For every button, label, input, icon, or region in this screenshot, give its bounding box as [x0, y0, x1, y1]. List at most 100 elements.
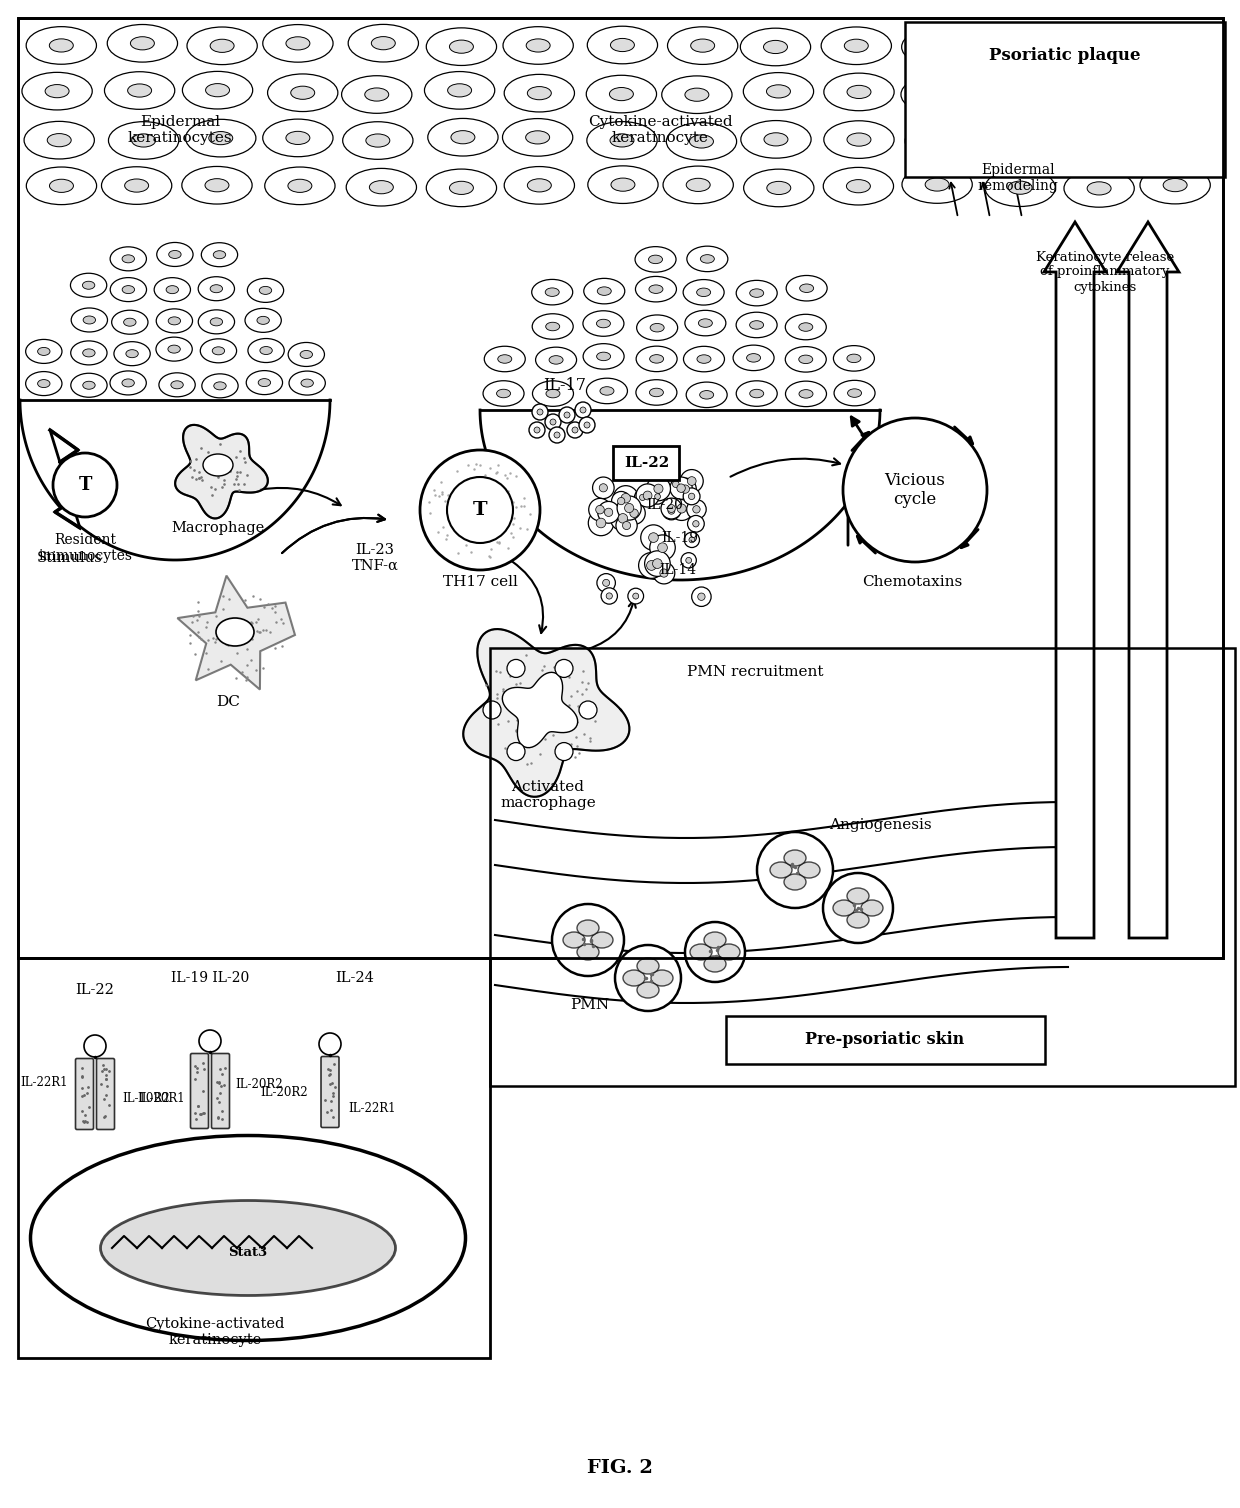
Ellipse shape	[428, 119, 498, 155]
Ellipse shape	[248, 338, 284, 362]
Ellipse shape	[82, 282, 94, 290]
Ellipse shape	[124, 318, 136, 326]
Ellipse shape	[588, 26, 657, 63]
Circle shape	[604, 508, 613, 516]
Circle shape	[627, 588, 644, 603]
Ellipse shape	[701, 255, 714, 262]
Text: Resident
immunocytes: Resident immunocytes	[38, 532, 131, 562]
Text: IL-20: IL-20	[646, 498, 683, 513]
Ellipse shape	[300, 350, 312, 359]
Circle shape	[589, 498, 611, 520]
Ellipse shape	[497, 354, 512, 363]
Ellipse shape	[1064, 24, 1135, 62]
Text: IL-23
TNF-α: IL-23 TNF-α	[352, 543, 398, 573]
Ellipse shape	[532, 314, 573, 339]
Ellipse shape	[198, 309, 234, 333]
Ellipse shape	[649, 255, 662, 264]
Ellipse shape	[424, 71, 495, 109]
Ellipse shape	[704, 956, 725, 973]
Circle shape	[484, 701, 501, 719]
Ellipse shape	[925, 178, 949, 192]
Ellipse shape	[784, 875, 806, 890]
Ellipse shape	[100, 1200, 396, 1295]
Ellipse shape	[496, 389, 511, 398]
Circle shape	[599, 484, 608, 492]
Circle shape	[661, 498, 682, 519]
Circle shape	[618, 498, 625, 505]
Ellipse shape	[211, 318, 223, 326]
Circle shape	[635, 489, 651, 505]
Circle shape	[698, 593, 706, 600]
Circle shape	[657, 543, 667, 552]
Ellipse shape	[26, 27, 97, 65]
Ellipse shape	[1168, 133, 1193, 146]
Circle shape	[564, 412, 570, 418]
Ellipse shape	[288, 342, 325, 366]
Ellipse shape	[697, 288, 711, 297]
Circle shape	[640, 495, 646, 501]
Ellipse shape	[182, 71, 253, 109]
Circle shape	[645, 550, 670, 576]
Ellipse shape	[123, 285, 135, 294]
Ellipse shape	[370, 181, 393, 193]
Ellipse shape	[286, 36, 310, 50]
Ellipse shape	[114, 342, 150, 365]
Ellipse shape	[697, 354, 711, 363]
Circle shape	[689, 537, 694, 543]
Ellipse shape	[289, 371, 325, 395]
Ellipse shape	[1140, 166, 1210, 204]
Ellipse shape	[649, 285, 663, 294]
Ellipse shape	[718, 944, 740, 961]
Ellipse shape	[503, 27, 573, 65]
Ellipse shape	[591, 932, 613, 949]
Circle shape	[584, 422, 590, 428]
Ellipse shape	[45, 84, 69, 98]
Circle shape	[572, 427, 578, 433]
Ellipse shape	[799, 354, 812, 363]
Ellipse shape	[1166, 38, 1189, 50]
Ellipse shape	[532, 382, 573, 406]
Ellipse shape	[848, 389, 862, 397]
Ellipse shape	[246, 308, 281, 332]
Ellipse shape	[821, 27, 892, 65]
FancyBboxPatch shape	[19, 958, 490, 1359]
Circle shape	[622, 502, 645, 525]
Ellipse shape	[1087, 131, 1111, 145]
Ellipse shape	[650, 354, 663, 363]
Ellipse shape	[125, 179, 149, 192]
Circle shape	[606, 593, 613, 599]
Ellipse shape	[636, 380, 677, 406]
Ellipse shape	[427, 27, 496, 65]
Ellipse shape	[156, 338, 192, 360]
Text: IL-22: IL-22	[76, 983, 114, 997]
Ellipse shape	[258, 379, 270, 386]
Ellipse shape	[1086, 87, 1110, 100]
Ellipse shape	[259, 287, 272, 294]
Ellipse shape	[687, 246, 728, 271]
Ellipse shape	[847, 888, 869, 903]
Ellipse shape	[1064, 119, 1135, 157]
Ellipse shape	[130, 36, 154, 50]
Ellipse shape	[71, 341, 107, 365]
Circle shape	[611, 492, 631, 511]
Circle shape	[559, 407, 575, 424]
Ellipse shape	[823, 72, 894, 110]
Ellipse shape	[635, 276, 677, 302]
Text: Epidermal
remodeling: Epidermal remodeling	[977, 163, 1059, 193]
Ellipse shape	[987, 75, 1056, 113]
Ellipse shape	[833, 345, 874, 371]
Ellipse shape	[484, 380, 525, 406]
Ellipse shape	[750, 321, 764, 329]
Circle shape	[843, 418, 987, 562]
Circle shape	[556, 659, 573, 677]
Ellipse shape	[847, 179, 870, 193]
Ellipse shape	[156, 243, 193, 267]
Circle shape	[650, 535, 676, 561]
Ellipse shape	[159, 372, 195, 397]
Ellipse shape	[740, 121, 811, 158]
Circle shape	[537, 409, 543, 415]
Text: IL-17: IL-17	[543, 377, 587, 394]
Text: Angiogenesis: Angiogenesis	[828, 817, 931, 832]
Text: IL-20R1: IL-20R1	[138, 1092, 185, 1104]
Text: DC: DC	[216, 695, 239, 709]
